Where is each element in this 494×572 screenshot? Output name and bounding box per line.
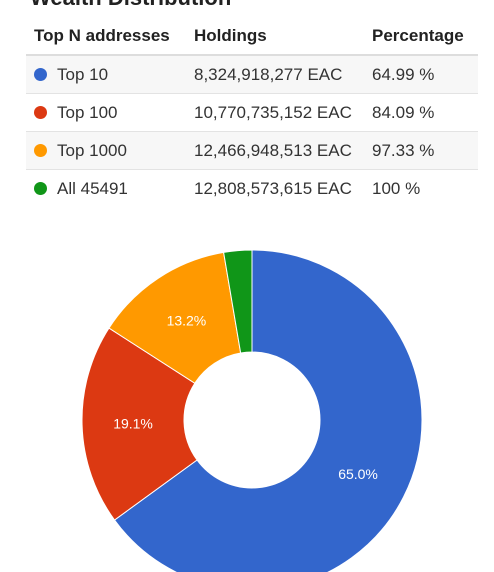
row-label-cell: Top 10 (26, 54, 186, 94)
row-label: Top 100 (57, 102, 118, 122)
row-label: Top 10 (57, 64, 109, 84)
table-row: Top 10 8,324,918,277 EAC 64.99 % (26, 54, 478, 94)
holdings-cell: 8,324,918,277 EAC (186, 54, 364, 94)
legend-dot-top-1000 (34, 143, 47, 157)
percentage-cell: 64.99 % (364, 54, 478, 94)
legend-dot-top-100 (34, 105, 47, 119)
slice-label-top-10: 65.0% (338, 466, 378, 482)
percentage-cell: 97.33 % (364, 131, 478, 170)
percentage-cell: 84.09 % (364, 93, 478, 132)
column-header-holdings: Holdings (186, 18, 364, 56)
pie-slice-top-100[interactable] (81, 327, 198, 521)
pie-slice-top-1000[interactable] (108, 251, 242, 384)
wealth-distribution-table: Top N addresses Holdings Percentage Top … (26, 18, 478, 207)
column-header-percentage: Percentage (364, 18, 478, 56)
row-label-cell: Top 1000 (26, 131, 186, 170)
slice-label-top-1000: 13.2% (167, 313, 207, 329)
row-label-cell: Top 100 (26, 93, 186, 132)
row-label: Top 1000 (57, 140, 127, 160)
section-title: Wealth Distribution (30, 0, 231, 10)
column-header-top-n: Top N addresses (26, 18, 186, 56)
percentage-cell: 100 % (364, 169, 478, 207)
table-header-row: Top N addresses Holdings Percentage (26, 18, 478, 56)
legend-dot-all (34, 181, 47, 195)
donut-chart: 65.0% 19.1% 13.2% (81, 249, 423, 572)
holdings-cell: 10,770,735,152 EAC (186, 93, 364, 132)
table-row: All 45491 12,808,573,615 EAC 100 % (26, 169, 478, 207)
slice-label-top-100: 19.1% (113, 415, 153, 431)
holdings-cell: 12,808,573,615 EAC (186, 169, 364, 207)
legend-dot-top-10 (34, 67, 47, 81)
row-label-cell: All 45491 (26, 169, 186, 207)
table-row: Top 1000 12,466,948,513 EAC 97.33 % (26, 131, 478, 170)
holdings-cell: 12,466,948,513 EAC (186, 131, 364, 170)
row-label: All 45491 (57, 178, 128, 198)
pie-slice-top-10[interactable] (113, 249, 423, 572)
table-row: Top 100 10,770,735,152 EAC 84.09 % (26, 93, 478, 132)
pie-slice-all-45491[interactable] (223, 249, 253, 354)
wealth-distribution-chart: 65.0% 19.1% 13.2% (0, 230, 494, 572)
